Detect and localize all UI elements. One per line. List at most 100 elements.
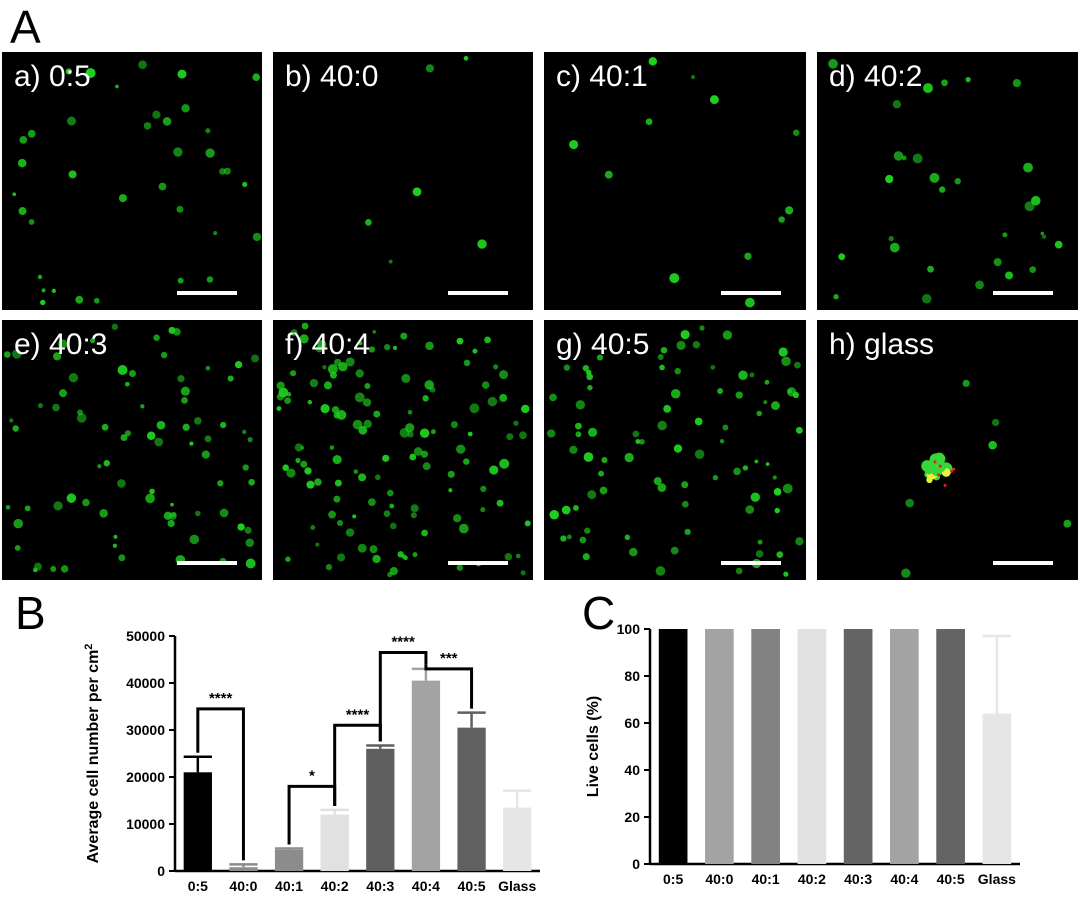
cell-dot bbox=[673, 444, 683, 453]
cell-dot bbox=[717, 388, 724, 395]
x-tick-label: 40:1 bbox=[752, 871, 780, 887]
y-tick-label: 0 bbox=[632, 856, 640, 872]
cell-dot bbox=[52, 352, 62, 361]
cell-dot bbox=[749, 372, 755, 378]
cell-dot bbox=[82, 498, 90, 507]
x-tick-label: 40:5 bbox=[458, 878, 486, 894]
cell-dot bbox=[926, 476, 933, 484]
label-b: B bbox=[15, 587, 46, 639]
cell-dot bbox=[336, 409, 347, 420]
cell-dot bbox=[289, 370, 297, 377]
cell-dot bbox=[52, 403, 60, 412]
cell-dot bbox=[213, 231, 218, 236]
cell-dot bbox=[309, 378, 319, 388]
cell-dot bbox=[763, 400, 768, 405]
cell-dot bbox=[450, 421, 458, 429]
cell-dot bbox=[189, 534, 200, 545]
cell-dot bbox=[97, 464, 102, 469]
cell-dot bbox=[205, 148, 215, 158]
cell-dot bbox=[162, 117, 172, 126]
cell-dot bbox=[368, 346, 376, 353]
cell-dot bbox=[598, 470, 605, 477]
cell-dot bbox=[783, 571, 789, 577]
cell-dot bbox=[583, 452, 594, 462]
cell-dot bbox=[676, 340, 686, 351]
cell-dot bbox=[103, 459, 111, 467]
cell-dot bbox=[467, 431, 473, 437]
cell-dot bbox=[929, 172, 940, 183]
cell-dot bbox=[764, 379, 770, 385]
cell-dot bbox=[50, 565, 57, 572]
cell-dot bbox=[382, 454, 390, 463]
cell-dot bbox=[709, 95, 719, 105]
cell-dot bbox=[757, 539, 763, 545]
cell-dot bbox=[513, 420, 519, 426]
significance-label: *** bbox=[440, 650, 458, 667]
cell-dot bbox=[18, 207, 27, 216]
cell-dot bbox=[338, 361, 348, 372]
microscopy-panel: b) 40:0 bbox=[273, 52, 533, 310]
cell-field bbox=[569, 57, 800, 308]
cell-dot bbox=[307, 399, 313, 405]
cell-dot bbox=[51, 288, 56, 293]
y-axis-label-superscript: 2 bbox=[83, 644, 95, 650]
cell-field bbox=[547, 325, 804, 577]
cell-dot bbox=[632, 430, 640, 438]
cell-dot bbox=[363, 419, 372, 429]
cell-dot bbox=[68, 372, 79, 383]
cell-dot bbox=[547, 429, 556, 438]
cell-dot bbox=[563, 364, 571, 371]
cell-dot bbox=[765, 462, 770, 467]
cell-dot bbox=[113, 534, 118, 539]
cell-dot bbox=[76, 413, 87, 423]
cell-dot bbox=[28, 219, 35, 225]
y-tick-label: 100 bbox=[617, 621, 641, 637]
cell-dot bbox=[242, 429, 247, 435]
panel-label: e) 40:3 bbox=[14, 328, 108, 361]
cell-dot bbox=[12, 349, 22, 359]
cell-dot bbox=[101, 423, 109, 431]
cell-dot bbox=[430, 429, 436, 435]
cell-dot bbox=[506, 433, 514, 441]
cell-dot bbox=[177, 375, 185, 383]
panel-label: a) 0:5 bbox=[14, 60, 91, 93]
cell-dot bbox=[782, 483, 793, 494]
cell-dot bbox=[14, 545, 21, 551]
cell-dot bbox=[566, 534, 572, 540]
cell-dot bbox=[334, 479, 342, 487]
cell-dot bbox=[599, 486, 608, 495]
cell-dot bbox=[499, 370, 509, 380]
cell-dot bbox=[1002, 232, 1008, 238]
cell-dot bbox=[170, 502, 174, 507]
cell-dot bbox=[285, 556, 291, 562]
cell-dot bbox=[458, 523, 469, 534]
cell-dot bbox=[337, 553, 346, 562]
cell-dot bbox=[828, 58, 838, 69]
cell-dot bbox=[242, 464, 249, 471]
cell-dot bbox=[1063, 519, 1072, 528]
scale-bar bbox=[993, 291, 1053, 295]
bar bbox=[457, 727, 486, 871]
cell-dot bbox=[657, 420, 667, 431]
cell-dot bbox=[345, 357, 355, 367]
cell-dot bbox=[168, 326, 176, 334]
cell-dot bbox=[781, 356, 791, 367]
cell-dot bbox=[217, 480, 224, 487]
cell-dot bbox=[364, 382, 371, 390]
cell-dot bbox=[317, 339, 327, 350]
cell-dot bbox=[282, 464, 289, 471]
cell-dot bbox=[889, 242, 900, 253]
cell-dot bbox=[152, 110, 161, 119]
cell-dot bbox=[1029, 266, 1037, 273]
cell-dot bbox=[158, 182, 167, 191]
cell-dot bbox=[645, 118, 653, 126]
cell-dot bbox=[1041, 234, 1047, 239]
cell-dot bbox=[146, 431, 156, 440]
cell-dot bbox=[181, 397, 188, 404]
label-c: C bbox=[582, 587, 616, 639]
cell-dot bbox=[699, 325, 705, 331]
cell-dot bbox=[549, 510, 559, 520]
cell-dot bbox=[205, 128, 211, 134]
cell-dot bbox=[315, 542, 320, 547]
cell-dot bbox=[140, 404, 145, 409]
